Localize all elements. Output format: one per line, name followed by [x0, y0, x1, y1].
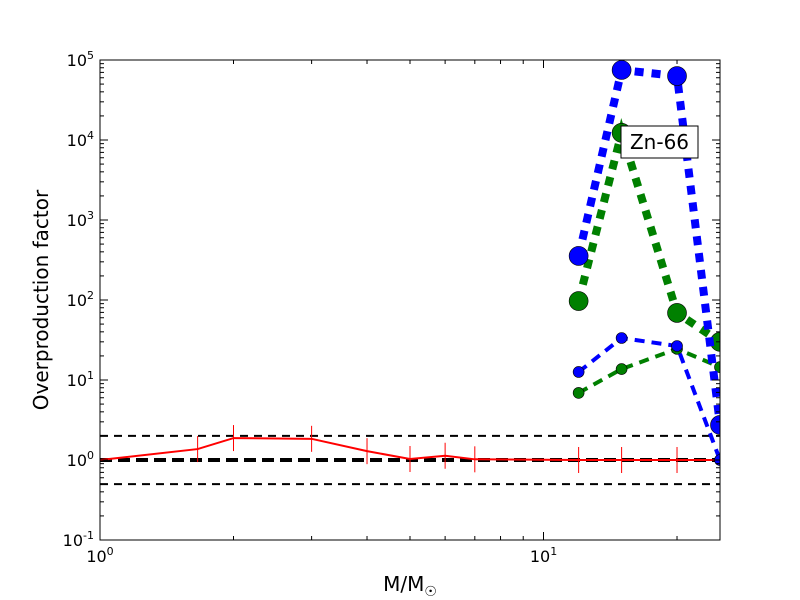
- annotation-label: Zn-66: [630, 130, 689, 154]
- x-tick-label-base: 10: [86, 547, 106, 566]
- axes-frame: [99, 59, 721, 541]
- x-tick-label-exponent: 1: [550, 545, 557, 558]
- x-tick-label-exponent: 0: [107, 545, 114, 558]
- data-point-green-small: [572, 387, 585, 399]
- data-point-blue-large: [710, 415, 720, 435]
- y-tick-label-exponent: 2: [87, 289, 94, 302]
- y-tick-label-exponent: -1: [83, 529, 94, 542]
- y-tick-label: 105: [67, 49, 94, 70]
- y-tick-label: 104: [67, 129, 94, 150]
- series-line-green-small: [577, 346, 720, 395]
- x-tick-label: 100: [86, 545, 113, 566]
- series-line-red-solid: [100, 437, 720, 461]
- data-point-blue-small: [671, 340, 683, 352]
- annotation-box: Zn-66: [620, 125, 699, 159]
- data-point-blue-large: [568, 246, 589, 266]
- y-tick-label-base: 10: [67, 51, 87, 70]
- y-tick-label: 101: [67, 369, 94, 390]
- y-tick-label-base: 10: [67, 211, 87, 230]
- series-line-green-large: [574, 118, 720, 346]
- axis-ticks: [99, 59, 720, 541]
- y-tick-label-exponent: 1: [87, 369, 94, 382]
- y-tick-label-exponent: 4: [87, 129, 94, 142]
- y-tick-label-base: 10: [67, 131, 87, 150]
- y-tick-label-base: 10: [63, 531, 83, 550]
- y-axis-label: Overproduction factor: [29, 189, 53, 410]
- data-point-green-large: [667, 303, 687, 323]
- y-tick-label-exponent: 0: [87, 449, 94, 462]
- data-point-green-large: [568, 291, 589, 311]
- x-axis-label-main: M/M: [383, 572, 424, 596]
- x-tick-label-base: 10: [530, 547, 550, 566]
- y-tick-label-base: 10: [67, 291, 87, 310]
- y-tick-label: 10-1: [63, 529, 94, 550]
- data-point-blue-large: [667, 66, 687, 86]
- x-axis-label-subscript: ☉: [424, 584, 437, 600]
- y-tick-label: 102: [67, 289, 94, 310]
- data-point-green-small: [615, 363, 628, 375]
- data-point-blue-small: [615, 332, 628, 344]
- data-point-green-small: [714, 361, 720, 373]
- y-tick-label: 100: [67, 449, 94, 470]
- y-tick-label-exponent: 5: [87, 49, 94, 62]
- y-tick-label-base: 10: [67, 371, 87, 390]
- series-line-blue-small: [577, 335, 720, 461]
- y-tick-label: 103: [67, 209, 94, 230]
- y-tick-label-exponent: 3: [87, 209, 94, 222]
- x-axis-label: M/M☉: [383, 572, 437, 600]
- annotation-frame: [620, 125, 699, 159]
- data-point-blue-small: [572, 366, 585, 378]
- y-tick-label-base: 10: [67, 451, 87, 470]
- data-point-blue-large: [611, 60, 632, 80]
- x-tick-label: 101: [530, 545, 557, 566]
